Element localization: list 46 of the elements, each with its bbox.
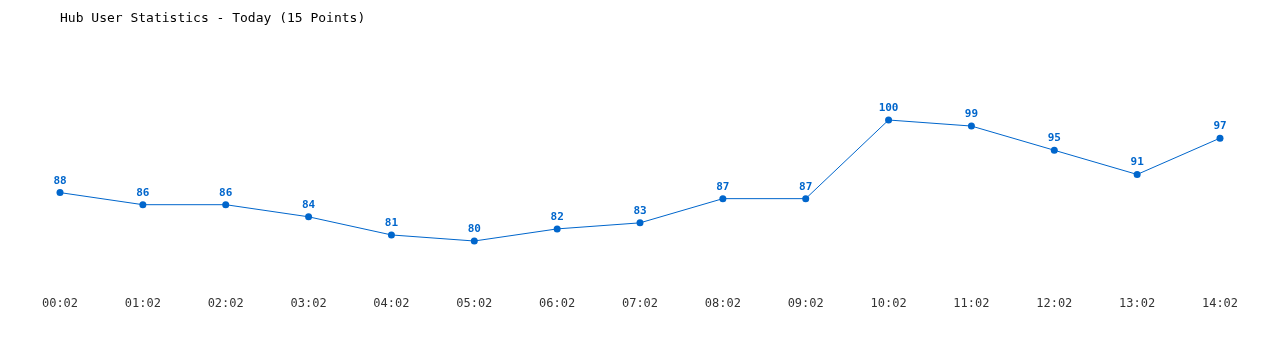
data-label: 99	[964, 107, 979, 121]
point	[139, 201, 147, 209]
point	[885, 116, 893, 124]
point	[1216, 134, 1224, 142]
point	[802, 195, 810, 203]
data-label: 95	[1047, 131, 1061, 145]
data-label: 97	[1213, 119, 1227, 133]
x-tick-label: 05:02	[456, 296, 493, 310]
chart-title: Hub User Statistics - Today (15 Points)	[60, 10, 366, 25]
data-label: 88	[53, 173, 67, 187]
x-tick-label: 02:02	[207, 296, 244, 310]
data-label: 100	[878, 101, 899, 114]
data-label: 91	[1130, 155, 1145, 169]
point	[1133, 170, 1141, 178]
point	[636, 219, 644, 227]
x-tick-label: 01:02	[124, 296, 161, 310]
point	[1050, 146, 1058, 154]
x-tick-label: 00:02	[41, 296, 79, 310]
data-label: 82	[550, 209, 564, 223]
point	[719, 195, 727, 203]
data-label: 87	[799, 179, 813, 193]
point	[222, 201, 230, 209]
point	[56, 189, 64, 197]
point	[387, 231, 395, 239]
point	[553, 225, 561, 233]
x-tick-label: 04:02	[373, 296, 410, 310]
point	[967, 122, 975, 130]
x-tick-label: 12:02	[1036, 296, 1073, 310]
x-tick-label: 09:02	[787, 296, 824, 310]
x-tick-label: 10:02	[870, 296, 907, 310]
data-label: 86	[136, 185, 150, 199]
data-label: 80	[467, 222, 481, 235]
x-tick-label: 14:02	[1201, 296, 1239, 310]
data-label: 83	[633, 203, 647, 217]
data-label: 87	[716, 179, 730, 193]
x-tick-label: 03:02	[290, 296, 327, 310]
data-label: 81	[384, 215, 399, 229]
point	[305, 213, 313, 221]
x-tick-label: 11:02	[953, 296, 990, 310]
x-tick-label: 06:02	[539, 296, 576, 310]
x-tick-label: 08:02	[704, 296, 741, 310]
x-tick-label: 13:02	[1119, 296, 1156, 310]
data-label: 86	[219, 185, 233, 199]
data-label: 84	[301, 197, 316, 211]
point	[470, 237, 478, 245]
x-tick-label: 07:02	[621, 296, 659, 310]
